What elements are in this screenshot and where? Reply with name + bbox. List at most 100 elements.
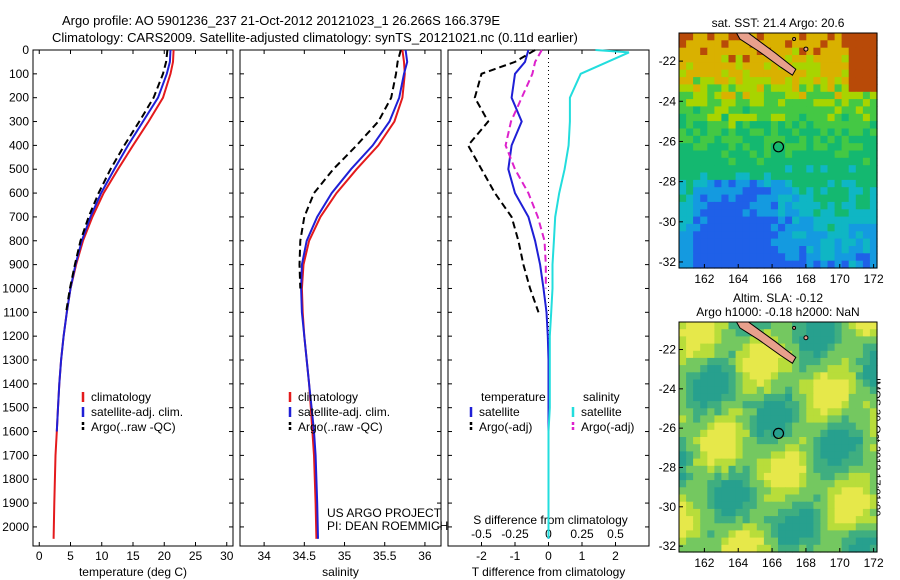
heatmap-cell [721, 216, 730, 225]
heatmap-cell [728, 194, 737, 203]
heatmap-cell [792, 201, 800, 210]
heatmap-cell [700, 444, 708, 452]
heatmap-cell [763, 40, 772, 49]
heatmap-cell [820, 253, 829, 262]
heatmap-cell [707, 77, 715, 85]
y-tick-label: 1700 [2, 448, 29, 462]
heatmap-cell [700, 135, 708, 144]
y-tick-label: 100 [9, 67, 29, 81]
heatmap-cell [763, 372, 772, 381]
heatmap-cell [792, 415, 800, 424]
heatmap-cell [728, 187, 737, 196]
heatmap-cell [848, 372, 857, 381]
y-tick-label: 1200 [2, 329, 29, 343]
heatmap-cell [756, 322, 765, 330]
heatmap-cell [686, 458, 694, 467]
heatmap-cell [820, 40, 829, 49]
heatmap-cell [834, 135, 843, 144]
heatmap-cell [848, 143, 857, 152]
heatmap-cell [862, 350, 871, 359]
heatmap-cell [834, 201, 843, 210]
heatmap-cell [820, 422, 829, 431]
heatmap-cell [841, 157, 850, 166]
heatmap-cell [735, 91, 744, 100]
heatmap-cell [841, 172, 850, 181]
heatmap-cell [693, 494, 701, 503]
heatmap-cell [813, 47, 822, 56]
heatmap-cell [848, 246, 857, 254]
heatmap-cell [714, 201, 723, 210]
heatmap-cell [813, 544, 822, 553]
heatmap-cell [862, 386, 871, 395]
legend-label: satellite-adj. clim. [298, 405, 390, 419]
heatmap-cell [827, 165, 836, 174]
heatmap-cell [806, 501, 814, 510]
heatmap-cell [721, 143, 730, 152]
heatmap-cell [855, 422, 864, 431]
heatmap-cell [679, 62, 687, 71]
heatmap-cell [714, 187, 723, 196]
heatmap-cell [792, 209, 800, 218]
heatmap-cell [763, 329, 772, 337]
heatmap-cell [855, 238, 864, 247]
y-tick-label: -30 [659, 215, 677, 229]
heatmap-cell [778, 336, 786, 345]
heatmap-cell [834, 99, 843, 107]
heatmap-cell [742, 451, 751, 460]
heatmap-cell [735, 523, 744, 532]
heatmap-cell [841, 386, 850, 395]
heatmap-cell [770, 508, 779, 517]
heatmap-cell [806, 322, 814, 330]
heatmap-cell [721, 465, 730, 474]
heatmap-cell [756, 372, 765, 381]
heatmap-cell [728, 429, 737, 438]
heatmap-cell [686, 55, 694, 63]
heatmap-cell [792, 444, 800, 452]
heatmap-cell [827, 40, 836, 49]
x-tick-label: 2 [612, 549, 619, 563]
heatmap-cell [827, 231, 836, 240]
heatmap-cell [679, 501, 687, 510]
heatmap-cell [721, 194, 730, 203]
heatmap-cell [820, 365, 829, 373]
heatmap-cell [700, 91, 708, 100]
heatmap-cell [763, 157, 772, 166]
heatmap-cell [834, 62, 843, 71]
heatmap-cell [813, 472, 822, 481]
heatmap-cell [806, 216, 814, 225]
heatmap-cell [785, 422, 793, 431]
heatmap-cell [679, 99, 687, 107]
heatmap-cell [792, 77, 800, 85]
heatmap-cell [728, 172, 737, 181]
heatmap-cell [714, 480, 723, 488]
heatmap-cell [721, 69, 730, 78]
heatmap-cell [693, 487, 701, 496]
heatmap-cell [841, 379, 850, 388]
heatmap-cell [679, 187, 687, 196]
heatmap-cell [778, 422, 786, 431]
heatmap-cell [728, 516, 737, 524]
heatmap-cell [778, 128, 786, 137]
heatmap-cell [799, 77, 807, 85]
heatmap-cell [855, 33, 864, 41]
heatmap-cell [792, 84, 800, 93]
heatmap-cell [827, 357, 836, 366]
legend-label: satellite-adj. clim. [91, 405, 183, 419]
heatmap-cell [806, 150, 814, 159]
heatmap-cell [770, 231, 779, 240]
heatmap-cell [735, 516, 744, 524]
heatmap-cell [679, 365, 687, 373]
heatmap-cell [735, 429, 744, 438]
y-tick-label: 1400 [2, 377, 29, 391]
heatmap-cell [785, 437, 793, 445]
heatmap-cell [778, 401, 786, 409]
heatmap-cell [834, 157, 843, 166]
heatmap-cell [785, 223, 793, 232]
heatmap-cell [869, 201, 878, 210]
heatmap-cell [799, 231, 807, 240]
heatmap-cell [827, 179, 836, 188]
heatmap-cell [742, 393, 751, 402]
heatmap-cell [827, 487, 836, 496]
heatmap-cell [841, 336, 850, 345]
heatmap-cell [686, 401, 694, 409]
